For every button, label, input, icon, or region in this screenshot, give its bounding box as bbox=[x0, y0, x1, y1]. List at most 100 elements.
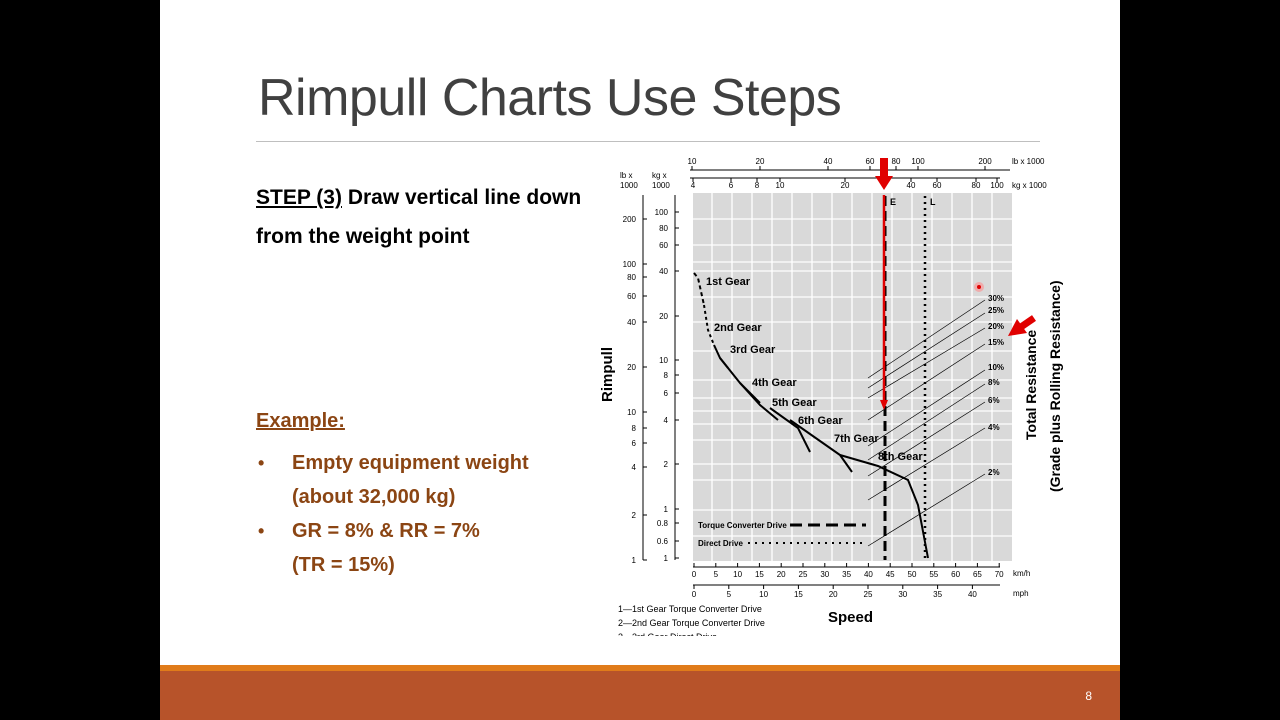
left-lb-tick-label: 40 bbox=[627, 318, 636, 327]
resistance-label: 15% bbox=[988, 338, 1004, 347]
mph-tick-label: 30 bbox=[898, 590, 907, 599]
top-kg-tick-label: 6 bbox=[729, 181, 734, 190]
gear-label: 3rd Gear bbox=[730, 344, 776, 356]
gear-curve-1 bbox=[693, 272, 705, 306]
page-number: 8 bbox=[1085, 689, 1092, 703]
kmh-tick-label: 25 bbox=[799, 570, 808, 579]
left-lb-tick-label: 1 bbox=[632, 556, 637, 565]
side-arrow-icon bbox=[1008, 319, 1027, 336]
resistance-label: 8% bbox=[988, 378, 1000, 387]
top-lb-tick-label: 10 bbox=[688, 157, 697, 166]
gear-curve-5 bbox=[739, 382, 779, 421]
left-kg-tick-label: 2 bbox=[664, 460, 669, 469]
top-kg-tick-label: 40 bbox=[907, 181, 916, 190]
top-kg-unit: kg x 1000 bbox=[1012, 181, 1047, 190]
footnote-mask bbox=[610, 636, 1030, 640]
left-lb-unit-1: lb x bbox=[620, 171, 632, 180]
mph-tick-label: 15 bbox=[794, 590, 803, 599]
kmh-tick-label: 40 bbox=[864, 570, 873, 579]
mph-tick-label: 20 bbox=[829, 590, 838, 599]
top-lb-tick-label: 60 bbox=[866, 157, 875, 166]
resistance-line bbox=[867, 369, 986, 447]
top-lb-tick-label: 100 bbox=[911, 157, 925, 166]
footnote-2: 2—2nd Gear Torque Converter Drive bbox=[618, 618, 765, 628]
kmh-ticks: 0 5 10 15 20 25 30 35 40 45 50 55 60 65 70 bbox=[692, 563, 1004, 579]
gear-labels: 1st Gear 2nd Gear 3rd Gear 4th Gear 5th … bbox=[706, 276, 923, 463]
left-lb-tick-label: 8 bbox=[632, 424, 637, 433]
resistance-lines bbox=[867, 299, 986, 547]
resistance-line bbox=[867, 383, 986, 461]
resistance-label: 10% bbox=[988, 363, 1004, 372]
left-kg-tick-label: 8 bbox=[664, 371, 669, 380]
empty-marker: E bbox=[890, 197, 896, 207]
example-bullets: • Empty equipment weight (about 32,000 k… bbox=[256, 446, 529, 582]
gear-curve-6 bbox=[769, 407, 811, 453]
resistance-axis-label-2: (Grade plus Rolling Resistance) bbox=[1047, 280, 1063, 492]
left-lb-tick-label: 10 bbox=[627, 408, 636, 417]
kmh-tick-label: 55 bbox=[929, 570, 938, 579]
top-kg-tick-label: 60 bbox=[933, 181, 942, 190]
mph-ticks: 0 5 10 15 20 25 30 35 40 bbox=[692, 585, 977, 599]
rimpull-label: Rimpull bbox=[599, 347, 616, 402]
kmh-tick-label: 15 bbox=[755, 570, 764, 579]
mph-tick-label: 0 bbox=[692, 590, 697, 599]
kmh-tick-label: 60 bbox=[951, 570, 960, 579]
bullet-line: (TR = 15%) bbox=[292, 554, 395, 576]
top-kg-tick-label: 80 bbox=[972, 181, 981, 190]
top-arrow-shaft bbox=[880, 158, 888, 178]
left-lb-tick-label: 200 bbox=[623, 215, 637, 224]
mph-tick-label: 25 bbox=[864, 590, 873, 599]
kmh-tick-label: 20 bbox=[777, 570, 786, 579]
bullet-line: (about 32,000 kg) bbox=[292, 486, 456, 508]
kmh-tick-label: 35 bbox=[842, 570, 851, 579]
footer-accent bbox=[160, 665, 1120, 671]
kmh-tick-label: 65 bbox=[973, 570, 982, 579]
cursor-dot-icon bbox=[977, 285, 981, 289]
footnote-1: 1—1st Gear Torque Converter Drive bbox=[618, 604, 762, 614]
resistance-line bbox=[867, 401, 986, 477]
mph-tick-label: 35 bbox=[933, 590, 942, 599]
left-lb-tick-label: 4 bbox=[632, 463, 637, 472]
bullet-item: • GR = 8% & RR = 7% (TR = 15%) bbox=[256, 514, 529, 582]
left-kg-tick-label: 40 bbox=[659, 267, 668, 276]
title-divider bbox=[256, 141, 1040, 142]
step-text: STEP (3) Draw vertical line down from th… bbox=[256, 178, 626, 256]
resistance-label: 6% bbox=[988, 396, 1000, 405]
loaded-marker: L bbox=[930, 197, 936, 207]
top-lb-tick-label: 80 bbox=[892, 157, 901, 166]
left-lb-tick-label: 20 bbox=[627, 363, 636, 372]
resistance-label: 20% bbox=[988, 322, 1004, 331]
resistance-line bbox=[867, 473, 986, 547]
top-lb-tick-label: 40 bbox=[824, 157, 833, 166]
gear-curve-2 bbox=[703, 304, 715, 346]
top-lb-tick-label: 200 bbox=[978, 157, 992, 166]
red-line-arrow-icon bbox=[880, 400, 888, 410]
resistance-line bbox=[867, 299, 986, 379]
gear-label: 2nd Gear bbox=[714, 322, 762, 334]
bullet-icon: • bbox=[258, 453, 265, 473]
left-kg-tick-label: 80 bbox=[659, 224, 668, 233]
grid bbox=[693, 193, 1012, 561]
gear-label: 1st Gear bbox=[706, 276, 751, 288]
top-arrow-icon bbox=[875, 176, 893, 190]
step-description: Draw vertical line down from the weight … bbox=[256, 186, 582, 248]
left-lb-tick-label: 80 bbox=[627, 273, 636, 282]
top-kg-tick-label: 8 bbox=[755, 181, 760, 190]
footer-bar bbox=[160, 671, 1120, 720]
resistance-label: 2% bbox=[988, 468, 1000, 477]
resistance-label: 30% bbox=[988, 294, 1004, 303]
left-kg-tick-label: 60 bbox=[659, 241, 668, 250]
kmh-tick-label: 70 bbox=[995, 570, 1004, 579]
left-lb-unit-2: 1000 bbox=[620, 181, 638, 190]
kmh-tick-label: 5 bbox=[714, 570, 719, 579]
bullet-icon: • bbox=[258, 521, 265, 541]
left-kg-tick-label: 10 bbox=[659, 356, 668, 365]
resistance-line bbox=[867, 327, 986, 399]
left-kg-tick-label: 0.8 bbox=[657, 519, 669, 528]
top-kg-tick-label: 100 bbox=[990, 181, 1004, 190]
example-heading: Example: bbox=[256, 410, 345, 432]
left-lb-tick-label: 60 bbox=[627, 292, 636, 301]
left-lb-tick-label: 2 bbox=[632, 511, 637, 520]
legend-torque: Torque Converter Drive bbox=[698, 521, 787, 530]
left-kg-tick-label: 0.6 bbox=[657, 537, 669, 546]
